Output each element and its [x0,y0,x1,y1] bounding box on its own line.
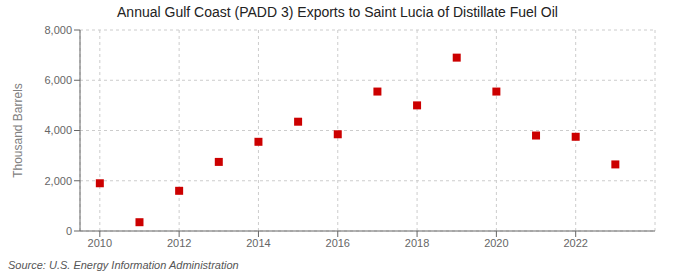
svg-text:2014: 2014 [246,237,270,249]
svg-text:2012: 2012 [167,237,191,249]
svg-text:8,000: 8,000 [44,24,72,36]
svg-text:4,000: 4,000 [44,124,72,136]
svg-text:0: 0 [66,225,72,237]
svg-text:2020: 2020 [484,237,508,249]
svg-text:2016: 2016 [326,237,350,249]
svg-text:2022: 2022 [563,237,587,249]
svg-text:2,000: 2,000 [44,175,72,187]
html-text:Annual Gulf Coast (PADD 3) Exp: Annual Gulf Coast (PADD 3) Exports to Sa… [117,4,558,20]
html-text:Source: U.S. Energy Informatio: Source: U.S. Energy Information Administ… [8,259,239,271]
svg-text:Thousand Barrels: Thousand Barrels [11,83,25,178]
svg-text:2010: 2010 [88,237,112,249]
svg-text:6,000: 6,000 [44,74,72,86]
svg-text:2018: 2018 [405,237,429,249]
